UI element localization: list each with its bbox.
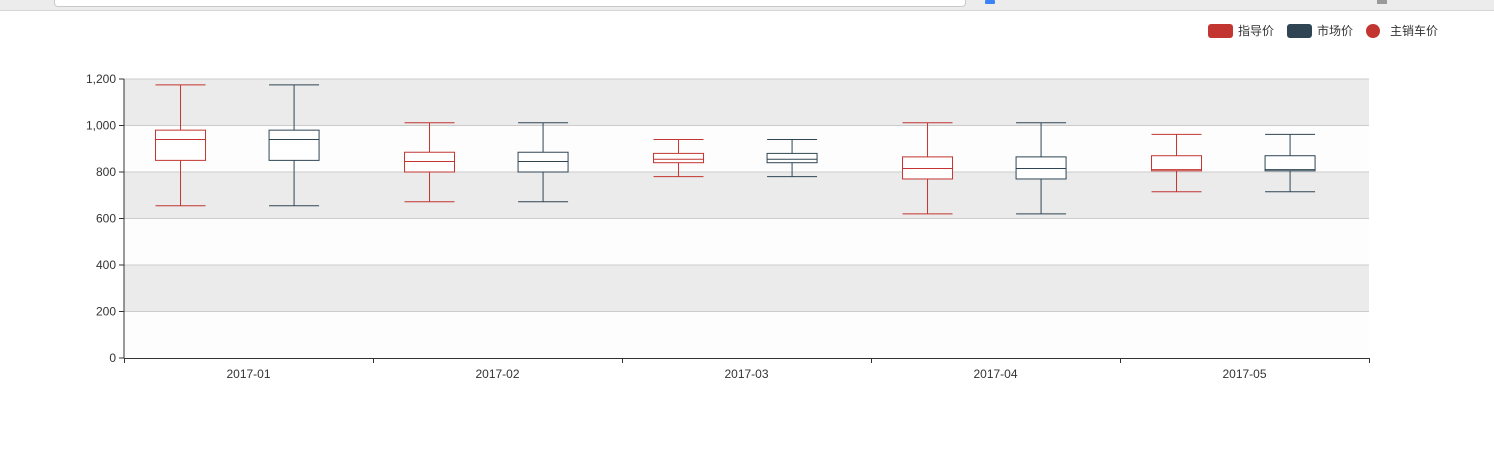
box-market-1[interactable]	[517, 122, 569, 203]
y-tick-label: 1,000	[86, 119, 116, 133]
y-axis: 0 200 400 600 800 1,000 1,200	[86, 72, 125, 365]
box-guide-3[interactable]	[902, 122, 954, 215]
box-body	[1015, 156, 1067, 180]
address-bar[interactable]	[54, 0, 966, 7]
y-tick-label: 600	[96, 212, 116, 226]
box-body	[268, 129, 320, 161]
menu-icon[interactable]	[1377, 0, 1387, 4]
legend-item-0[interactable]: 指导价	[1208, 23, 1274, 38]
box-market-0[interactable]	[268, 84, 320, 207]
legend-symbol	[1287, 24, 1312, 38]
box-body	[902, 156, 954, 180]
legend-symbol	[1208, 24, 1233, 38]
box-body	[766, 152, 818, 164]
extension-icon[interactable]	[985, 0, 995, 4]
box-body	[517, 151, 569, 173]
legend-symbol	[1366, 24, 1380, 38]
x-tick-label: 2017-02	[475, 367, 519, 381]
legend-label: 市场价	[1317, 23, 1353, 38]
grid-band	[124, 218, 1369, 265]
x-tick-label: 2017-05	[1222, 367, 1266, 381]
box-market-2[interactable]	[766, 138, 818, 178]
x-tick-label: 2017-04	[973, 367, 1017, 381]
grid-lines	[124, 78, 1369, 312]
box-guide-0[interactable]	[155, 84, 207, 207]
y-tick-label: 0	[109, 351, 116, 365]
box-market-3[interactable]	[1015, 122, 1067, 215]
x-tick-label: 2017-03	[724, 367, 768, 381]
box-guide-4[interactable]	[1151, 133, 1203, 193]
y-tick-label: 400	[96, 258, 116, 272]
x-axis: 2017-01 2017-02 2017-03 2017-04 2017-05	[124, 358, 1370, 381]
legend-label: 主销车价	[1390, 23, 1438, 38]
legend[interactable]: 指导价 市场价 主销车价	[1208, 23, 1438, 38]
legend-item-1[interactable]: 市场价	[1287, 23, 1353, 38]
legend-label: 指导价	[1238, 23, 1274, 38]
box-body	[404, 151, 456, 173]
grid-band	[124, 172, 1369, 219]
box-body	[653, 152, 705, 164]
y-tick-label: 200	[96, 305, 116, 319]
box-market-4[interactable]	[1264, 133, 1316, 193]
grid-band	[124, 265, 1369, 312]
box-body	[155, 129, 207, 161]
grid-band	[124, 79, 1369, 126]
box-guide-2[interactable]	[653, 138, 705, 178]
legend-item-2[interactable]: 主销车价	[1366, 23, 1438, 38]
x-tick-label: 2017-01	[226, 367, 270, 381]
box-body	[1151, 155, 1203, 172]
box-body	[1264, 155, 1316, 172]
box-series	[155, 84, 1316, 215]
y-tick-label: 800	[96, 165, 116, 179]
browser-toolbar	[0, 0, 1494, 11]
grid-band	[124, 311, 1369, 358]
y-tick-label: 1,200	[86, 72, 116, 86]
box-guide-1[interactable]	[404, 122, 456, 203]
